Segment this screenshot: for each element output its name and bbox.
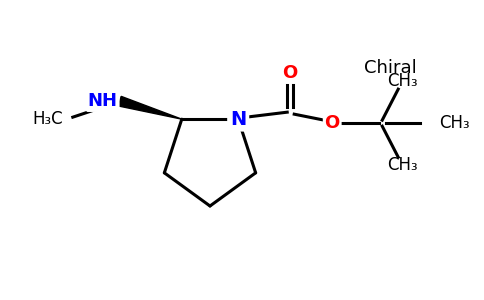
Text: CH₃: CH₃: [387, 156, 418, 174]
Polygon shape: [119, 96, 182, 119]
Text: NH: NH: [88, 92, 118, 110]
Text: Chiral: Chiral: [363, 59, 416, 77]
Text: O: O: [325, 114, 340, 132]
Text: CH₃: CH₃: [387, 72, 418, 90]
Text: H₃C: H₃C: [32, 110, 63, 128]
Text: N: N: [230, 110, 246, 129]
Text: O: O: [283, 64, 298, 82]
Text: CH₃: CH₃: [439, 114, 470, 132]
